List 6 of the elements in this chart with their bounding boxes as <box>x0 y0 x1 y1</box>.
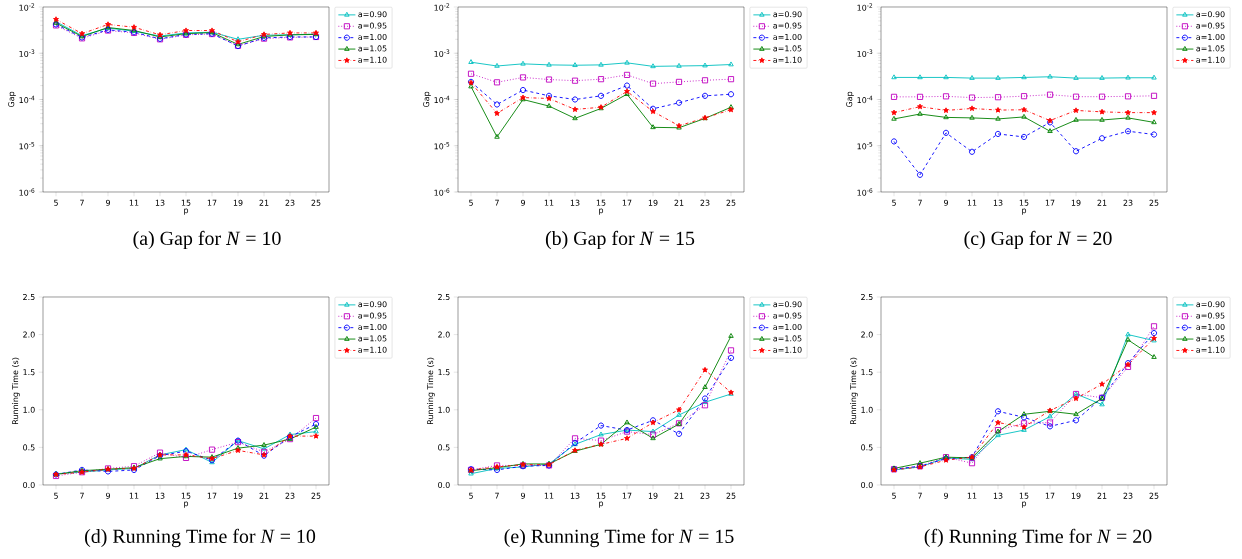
text: (e) Running Time for N = 15 <box>504 528 734 548</box>
text: (a) Gap for N = 10 <box>133 230 281 250</box>
text: (b) Gap for N = 15 <box>545 230 695 250</box>
text: (f) Running Time for N = 20 <box>924 528 1152 548</box>
text: (c) Gap for N = 20 <box>964 230 1112 250</box>
text: (d) Running Time for N = 10 <box>85 528 316 548</box>
